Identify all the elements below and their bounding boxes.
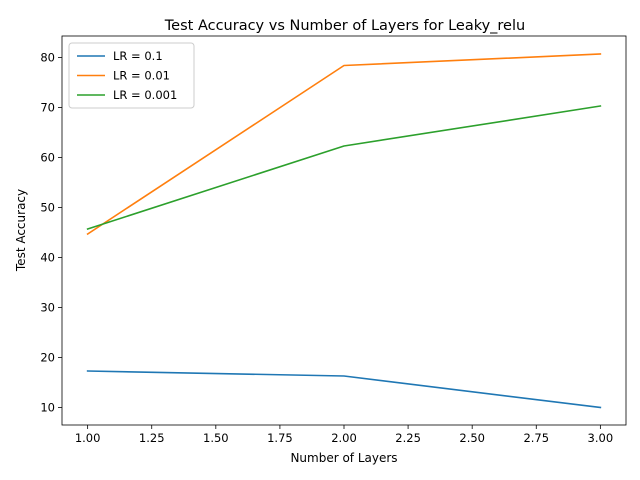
y-axis-ticks: 10 20 30 40 50 60 70 80 <box>40 51 62 415</box>
legend-label-1: LR = 0.1 <box>113 49 163 63</box>
legend-label-3: LR = 0.001 <box>113 88 177 102</box>
legend-box <box>68 42 195 109</box>
y-tick-label: 10 <box>40 401 55 415</box>
legend-label-2: LR = 0.01 <box>113 69 170 83</box>
x-axis-ticks: 1.00 1.25 1.50 1.75 2.00 2.25 2.50 2.75 3.00 <box>75 425 613 445</box>
y-tick-label: 70 <box>40 101 55 115</box>
x-tick-label: 2.50 <box>459 431 485 445</box>
y-tick-label: 60 <box>40 151 55 165</box>
x-tick-label: 1.75 <box>267 431 293 445</box>
x-tick-label: 1.00 <box>75 431 101 445</box>
series-lines <box>86 53 602 409</box>
chart-title: Test Accuracy vs Number of Layers for Le… <box>164 18 525 34</box>
y-tick-label: 40 <box>40 251 55 265</box>
x-tick-label: 1.25 <box>139 431 165 445</box>
series-line-3 <box>86 105 602 231</box>
x-tick-label: 2.00 <box>331 431 357 445</box>
series-line-2 <box>86 53 602 236</box>
series-line-1 <box>86 370 602 409</box>
y-tick-label: 20 <box>40 351 55 365</box>
y-axis-label: Test Accuracy <box>14 189 28 272</box>
x-tick-label: 3.00 <box>588 431 614 445</box>
y-tick-label: 80 <box>40 51 55 65</box>
legend: LR = 0.1 LR = 0.01 LR = 0.001 <box>68 42 195 109</box>
x-tick-label: 1.50 <box>203 431 229 445</box>
y-tick-label: 30 <box>40 301 55 315</box>
y-tick-label: 50 <box>40 201 55 215</box>
x-tick-label: 2.75 <box>523 431 549 445</box>
x-tick-label: 2.25 <box>395 431 421 445</box>
plot-frame <box>61 35 627 426</box>
x-axis-label: Number of Layers <box>290 451 397 465</box>
